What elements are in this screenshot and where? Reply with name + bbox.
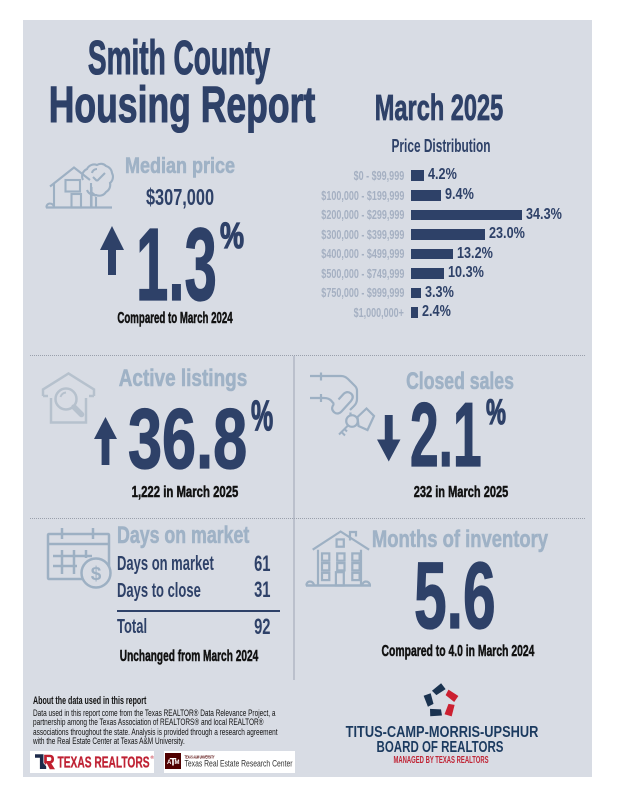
svg-text:TEXAS A&M UNIVERSITY: TEXAS A&M UNIVERSITY (185, 754, 215, 759)
svg-text:$: $ (91, 564, 102, 585)
svg-text:A: A (167, 760, 172, 766)
svg-text:®: ® (151, 754, 155, 760)
svg-text:Texas Real Estate Research Cen: Texas Real Estate Research Center (185, 758, 293, 768)
svg-text:T: T (170, 756, 177, 768)
svg-text:TEXAS REALTORS: TEXAS REALTORS (58, 754, 150, 771)
svg-text:M: M (175, 760, 180, 766)
